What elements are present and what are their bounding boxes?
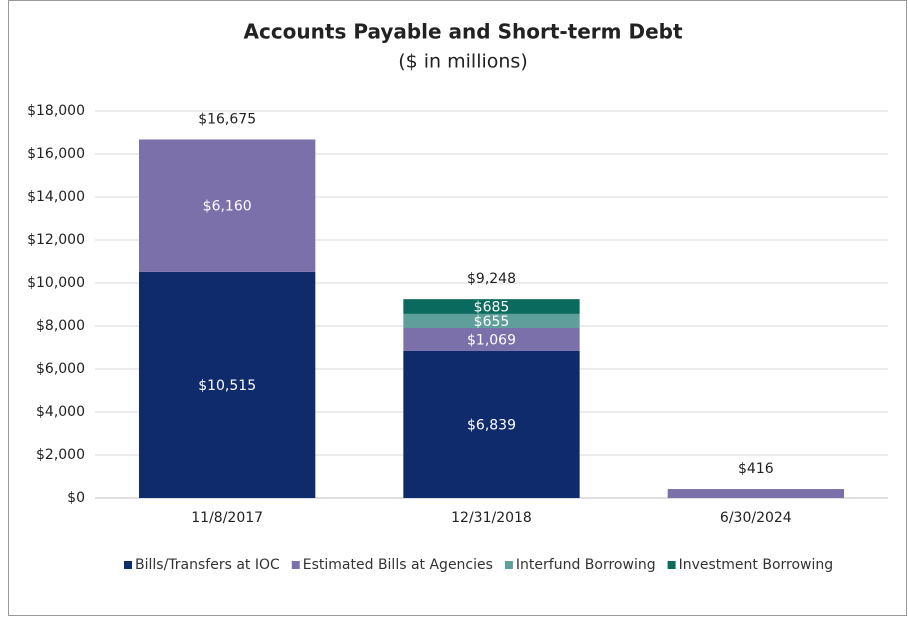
legend-label: Interfund Borrowing [516, 557, 656, 573]
legend-label: Bills/Transfers at IOC [135, 557, 280, 573]
total-label: $9,248 [467, 271, 516, 287]
value-label: $655 [474, 314, 510, 330]
value-label: $6,839 [467, 417, 516, 433]
chart-subtitle: ($ in millions) [398, 51, 528, 73]
legend-swatch [124, 561, 132, 569]
bar-segment [139, 139, 316, 272]
value-label: $10,515 [198, 378, 256, 394]
bar-segment [403, 350, 580, 498]
y-tick-label: $8,000 [36, 318, 85, 334]
chart-title: Accounts Payable and Short-term Debt [243, 20, 682, 44]
value-label: $685 [474, 300, 510, 316]
legend-label: Investment Borrowing [679, 557, 834, 573]
value-label: $6,160 [203, 199, 252, 215]
bar-segment [403, 327, 580, 351]
legend-label: Estimated Bills at Agencies [303, 557, 493, 573]
legend-swatch [504, 561, 513, 569]
bar-segment [139, 271, 316, 498]
value-label: $1,069 [467, 332, 516, 348]
y-tick-label: $4,000 [36, 404, 85, 420]
bar-segment [403, 313, 580, 328]
y-tick-label: $16,000 [27, 146, 85, 162]
y-tick-label: $10,000 [27, 275, 85, 291]
y-tick-label: $18,000 [27, 103, 85, 119]
total-label: $16,675 [198, 111, 256, 127]
total-label: $416 [738, 461, 774, 477]
frame [8, 0, 907, 616]
bar-segment [403, 299, 580, 314]
y-tick-label: $14,000 [27, 189, 85, 205]
x-tick-label: 6/30/2024 [720, 510, 792, 526]
bar-segment [667, 489, 844, 498]
legend-swatch [667, 561, 676, 569]
y-tick-label: $6,000 [36, 361, 85, 377]
x-tick-label: 12/31/2018 [451, 510, 532, 526]
y-tick-label: $0 [67, 490, 85, 506]
legend-swatch [291, 561, 300, 569]
y-tick-label: $12,000 [27, 232, 85, 248]
x-tick-label: 11/8/2017 [191, 510, 263, 526]
y-tick-label: $2,000 [36, 447, 85, 463]
